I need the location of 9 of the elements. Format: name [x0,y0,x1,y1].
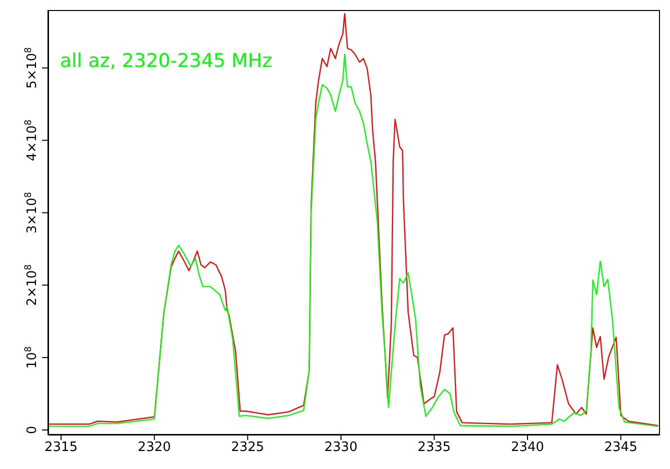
annotation: all az, 2320-2345 MHz [60,50,272,72]
x-tick-label: 2335 [418,440,451,456]
x-tick-label: 2330 [324,440,358,456]
x-tick-label: 2320 [138,440,171,456]
x-tick-label: 2345 [604,440,638,456]
y-tick-label: 0 [25,426,40,434]
x-tick-label: 2315 [44,440,78,456]
x-tick-label: 2325 [231,440,264,456]
x-tick-label: 2340 [510,440,544,456]
